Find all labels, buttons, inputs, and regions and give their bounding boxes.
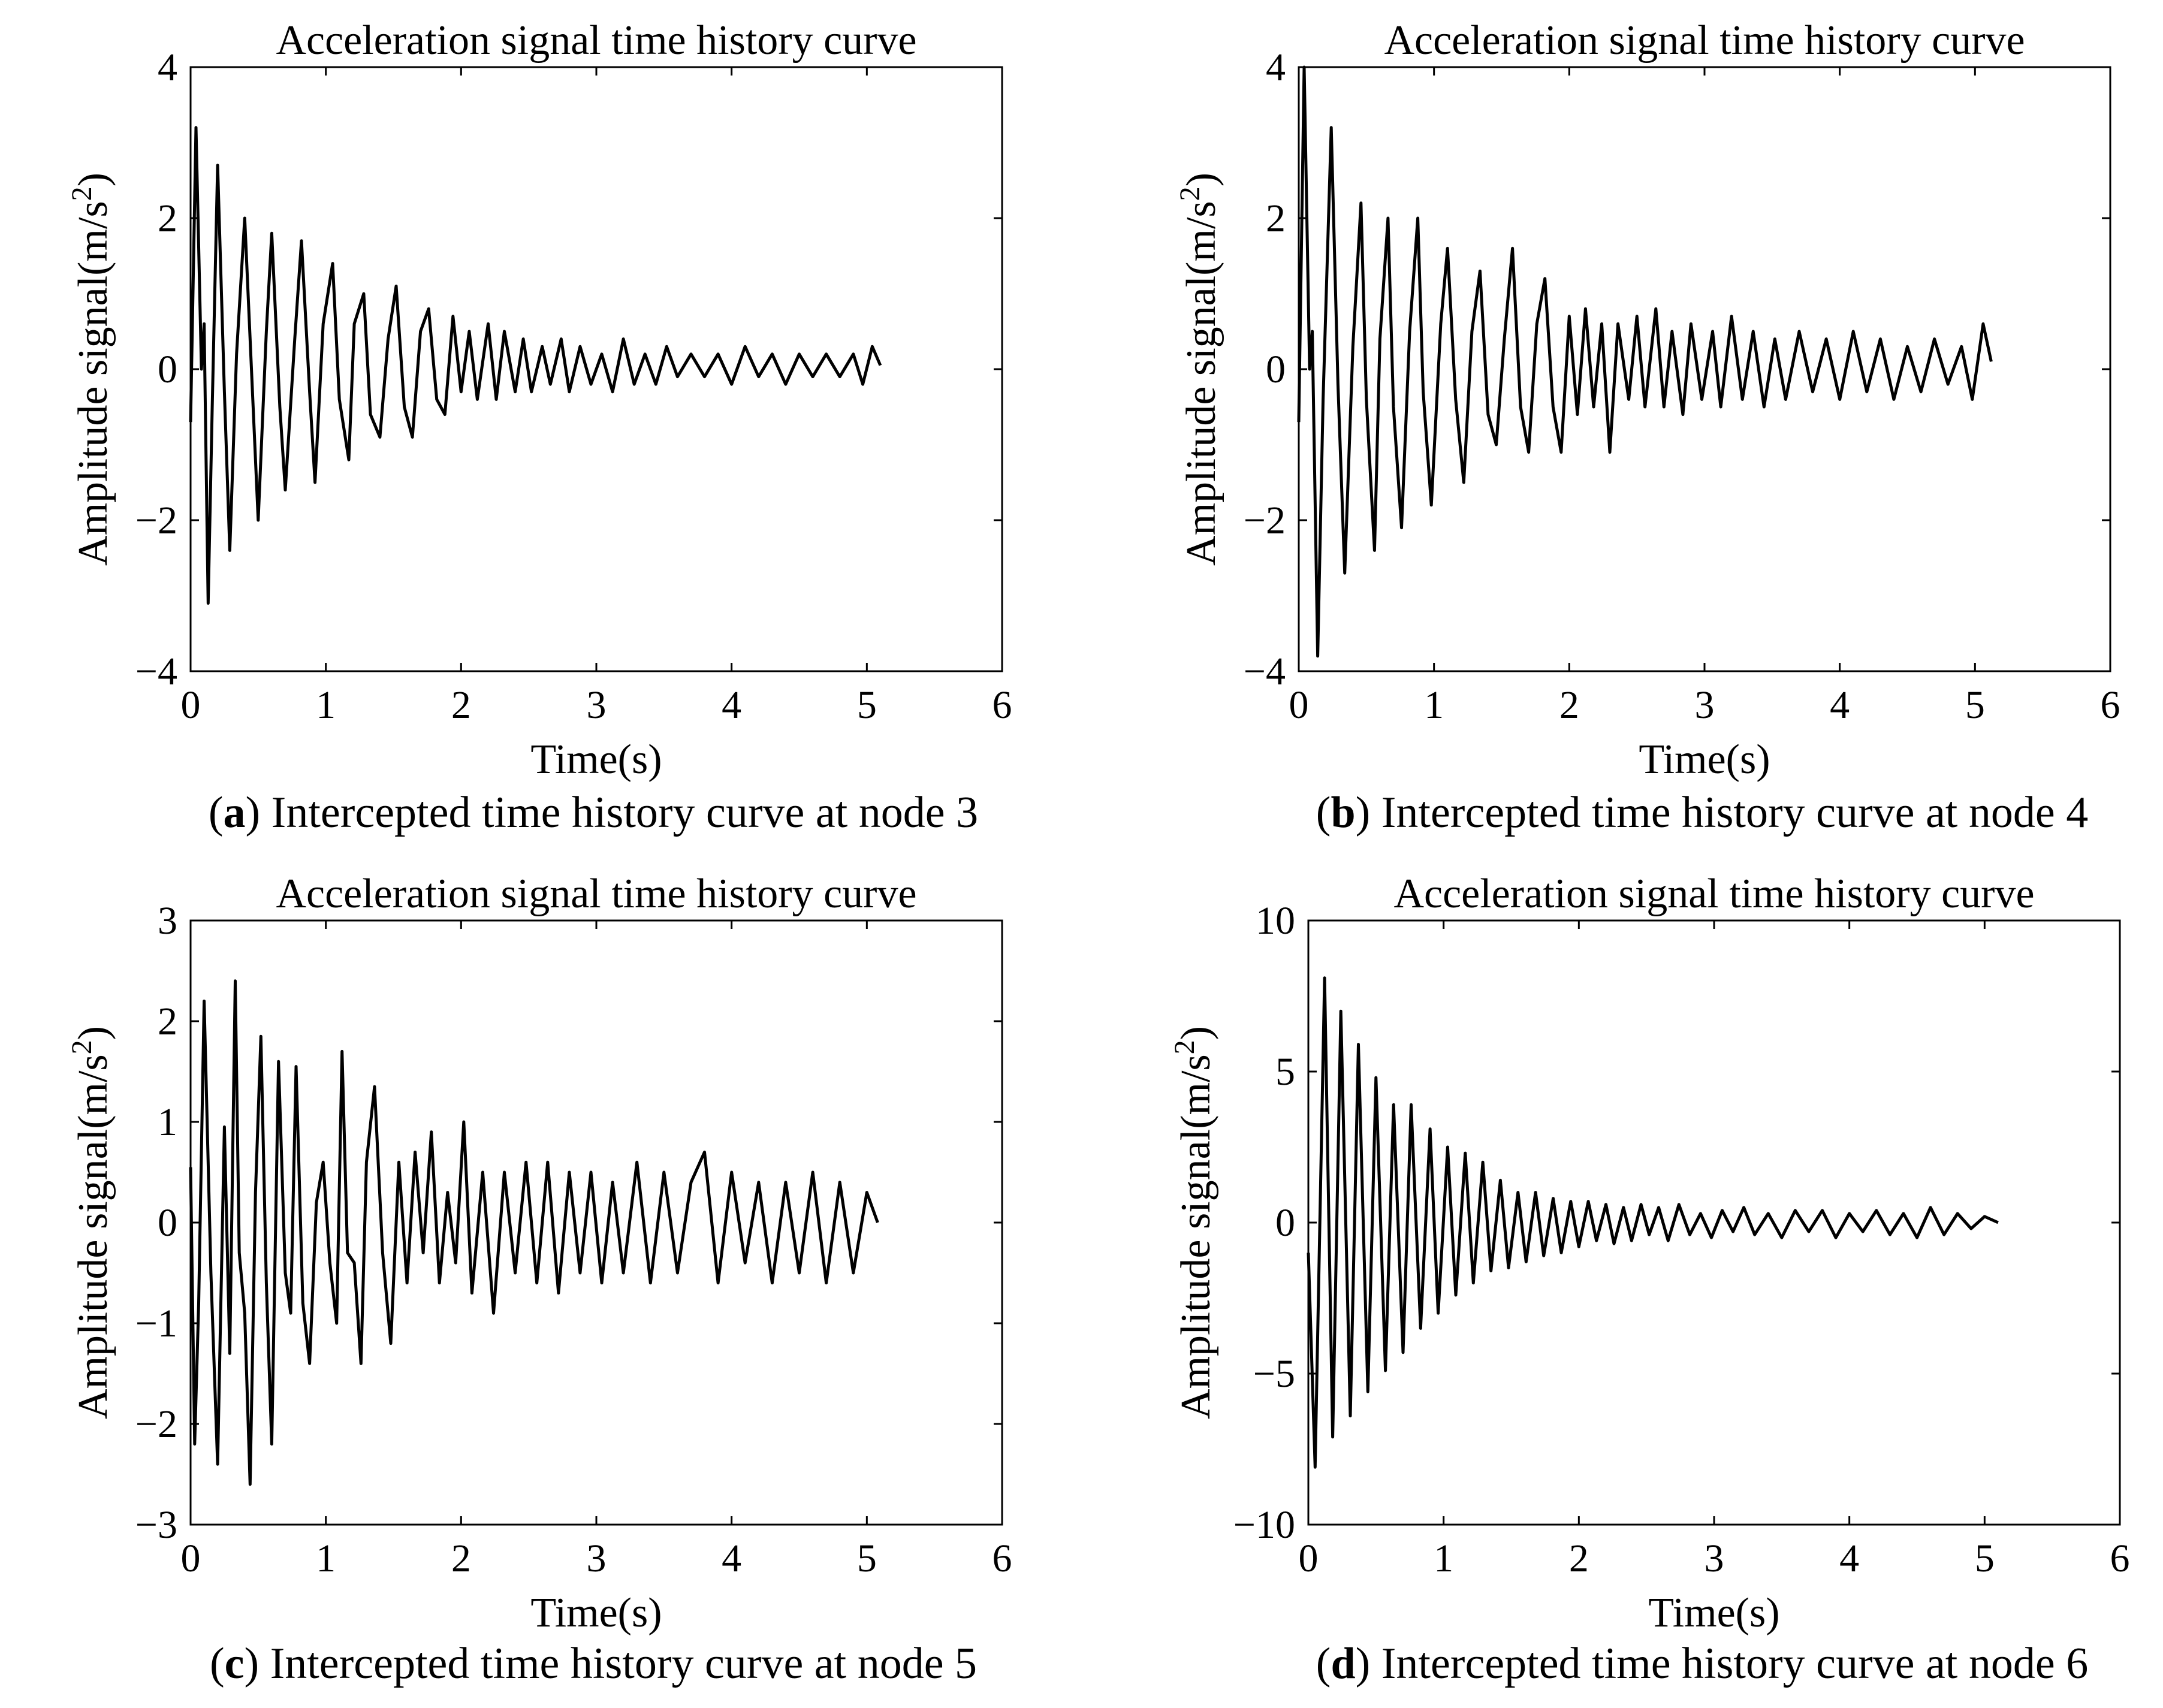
caption: (d) Intercepted time history curve at no… <box>1316 1639 2088 1688</box>
chart-panel-b: Acceleration signal time history curve 0 1… <box>1174 17 2120 837</box>
x-tick-label: 0 <box>1299 1537 1319 1580</box>
x-tick-label: 0 <box>1289 683 1309 727</box>
axes-frame <box>1298 66 2111 672</box>
signal-line-node-4 <box>1297 65 1993 658</box>
x-tick-label: 2 <box>1569 1537 1589 1580</box>
y-tick-label: 0 <box>158 348 177 391</box>
x-tick-label: 0 <box>181 683 201 727</box>
y-tick-label: −2 <box>135 1402 177 1446</box>
y-tick-label: 0 <box>1266 348 1286 391</box>
y-tick-label: 5 <box>1275 1050 1295 1094</box>
x-tick-label: 3 <box>587 1537 607 1580</box>
y-tick-label: −2 <box>1244 499 1286 542</box>
y-tick-label: 10 <box>1256 899 1295 943</box>
x-tick-label: 2 <box>451 1537 471 1580</box>
x-tick-label: 1 <box>316 1537 336 1580</box>
y-axis-label: Amplitude signal(m/s2) <box>1174 173 1225 566</box>
y-tick-label: 0 <box>1275 1201 1295 1245</box>
y-axis-label: Amplitude signal(m/s2) <box>1169 1026 1220 1419</box>
x-tick-label: 6 <box>992 683 1012 727</box>
x-tick-label: 6 <box>992 1537 1012 1580</box>
x-tick-label: 5 <box>857 1537 877 1580</box>
x-tick-label: 3 <box>1695 683 1715 727</box>
y-tick-label: −4 <box>135 650 177 693</box>
x-tick-label: 1 <box>1434 1537 1453 1580</box>
y-tick-label: 2 <box>158 1000 177 1043</box>
x-axis-label: Time(s) <box>1639 737 1770 783</box>
signal-line-node-6 <box>1307 976 1999 1469</box>
y-tick-label: 0 <box>158 1201 177 1245</box>
y-axis-label: Amplitude signal(m/s2) <box>66 1026 117 1419</box>
y-tick-label: 2 <box>158 197 177 240</box>
x-axis-label: Time(s) <box>530 737 662 783</box>
x-tick-label: 4 <box>1839 1537 1859 1580</box>
y-tick-label: −3 <box>135 1503 177 1547</box>
x-tick-label: 5 <box>857 683 877 727</box>
y-axis-label: Amplitude signal(m/s2) <box>66 173 117 566</box>
x-axis-label: Time(s) <box>1648 1590 1779 1636</box>
x-tick-label: 0 <box>181 1537 201 1580</box>
x-tick-label: 3 <box>587 683 607 727</box>
x-tick-label: 4 <box>722 1537 741 1580</box>
chart-title: Acceleration signal time history curve <box>1393 871 2034 917</box>
y-tick-label: −1 <box>135 1302 177 1345</box>
chart-panel-d: Acceleration signal time history curve 0 1… <box>1169 871 2130 1688</box>
chart-title: Acceleration signal time history curve <box>276 871 916 917</box>
y-tick-label: −5 <box>1253 1352 1295 1396</box>
caption: (a) Intercepted time history curve at no… <box>209 788 978 837</box>
y-tick-label: −2 <box>135 499 177 542</box>
y-tick-label: 2 <box>1266 197 1286 240</box>
y-tick-label: −10 <box>1233 1503 1295 1547</box>
x-tick-label: 5 <box>1965 683 1985 727</box>
y-tick-label: 1 <box>158 1100 177 1144</box>
x-tick-label: 1 <box>1424 683 1444 727</box>
signal-line-node-5 <box>189 979 879 1486</box>
x-tick-label: 4 <box>1830 683 1850 727</box>
x-tick-label: 4 <box>722 683 741 727</box>
x-tick-label: 2 <box>1559 683 1579 727</box>
y-tick-label: 4 <box>1266 46 1286 89</box>
x-tick-label: 5 <box>1975 1537 1995 1580</box>
chart-panel-c: Acceleration signal time history curve 0 1… <box>66 871 1012 1688</box>
caption: (b) Intercepted time history curve at no… <box>1316 788 2088 837</box>
x-tick-label: 2 <box>451 683 471 727</box>
x-tick-label: 3 <box>1705 1537 1724 1580</box>
x-tick-label: 6 <box>2110 1537 2130 1580</box>
caption: (c) Intercepted time history curve at no… <box>210 1639 977 1688</box>
y-tick-label: −4 <box>1244 650 1286 693</box>
chart-title: Acceleration signal time history curve <box>276 17 916 64</box>
signal-line-node-3 <box>189 126 882 605</box>
x-tick-label: 6 <box>2101 683 2120 727</box>
x-tick-label: 1 <box>316 683 336 727</box>
y-tick-label: 4 <box>158 46 177 89</box>
chart-panel-a: Acceleration signal time history curve 0 1… <box>66 17 1012 837</box>
y-tick-label: 3 <box>158 899 177 943</box>
chart-title: Acceleration signal time history curve <box>1384 17 2025 64</box>
x-axis-label: Time(s) <box>530 1590 662 1636</box>
